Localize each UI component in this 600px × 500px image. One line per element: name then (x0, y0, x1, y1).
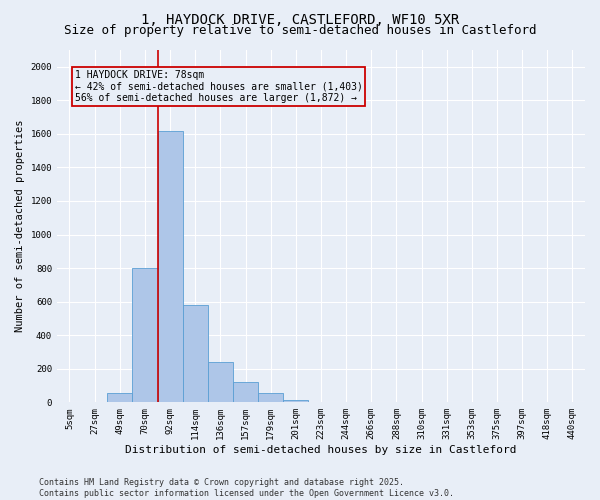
Bar (182, 305, 208, 402)
X-axis label: Distribution of semi-detached houses by size in Castleford: Distribution of semi-detached houses by … (125, 445, 517, 455)
Text: Size of property relative to semi-detached houses in Castleford: Size of property relative to semi-detach… (64, 24, 536, 37)
Y-axis label: Number of semi-detached properties: Number of semi-detached properties (15, 120, 25, 332)
Bar (208, 362, 233, 403)
Text: Contains HM Land Registry data © Crown copyright and database right 2025.
Contai: Contains HM Land Registry data © Crown c… (39, 478, 454, 498)
Bar (283, 400, 308, 402)
Bar (107, 393, 133, 402)
Bar (233, 382, 258, 402)
Bar (258, 393, 283, 402)
Bar (158, 130, 182, 402)
Text: 1, HAYDOCK DRIVE, CASTLEFORD, WF10 5XR: 1, HAYDOCK DRIVE, CASTLEFORD, WF10 5XR (141, 12, 459, 26)
Bar (133, 268, 158, 402)
Text: 1 HAYDOCK DRIVE: 78sqm
← 42% of semi-detached houses are smaller (1,403)
56% of : 1 HAYDOCK DRIVE: 78sqm ← 42% of semi-det… (74, 70, 362, 103)
